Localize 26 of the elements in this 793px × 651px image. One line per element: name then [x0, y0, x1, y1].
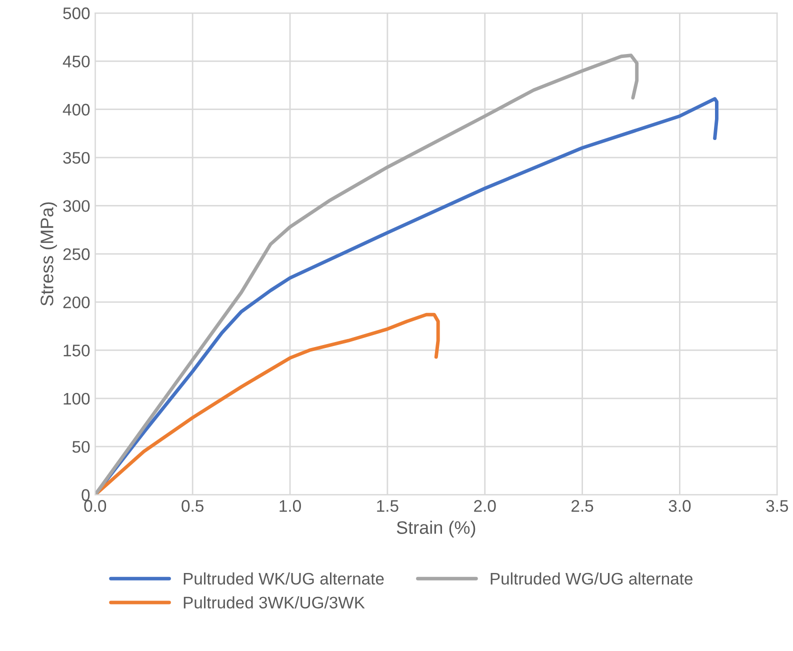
y-tick-label: 200 — [63, 296, 90, 308]
legend-label: Pultruded WK/UG alternate — [184, 572, 384, 585]
y-tick-label: 250 — [63, 248, 90, 260]
y-tick-label: 500 — [63, 7, 90, 20]
x-tick-label: 2.0 — [474, 500, 496, 512]
y-tick-label: 450 — [62, 56, 90, 68]
x-tick-label: 1.0 — [280, 500, 301, 512]
y-tick-label: 0 — [82, 489, 90, 501]
y-axis-title: Stress (MPa) — [40, 202, 57, 306]
y-tick-label: 350 — [63, 152, 90, 164]
legend-label: Pultruded WG/UG alternate — [490, 572, 693, 585]
y-tick-label: 150 — [64, 344, 90, 356]
x-tick-label: 1.5 — [377, 500, 398, 512]
y-tick-label: 400 — [62, 104, 90, 116]
x-tick-label: 3.5 — [766, 500, 788, 512]
y-tick-label: 50 — [72, 440, 90, 453]
line-series — [95, 312, 440, 495]
y-tick-label: 300 — [63, 200, 90, 212]
x-tick-label: 0.5 — [182, 500, 204, 512]
x-axis-title: Strain (%) — [396, 520, 476, 538]
x-tick-label: 0.0 — [84, 500, 106, 512]
x-tick-label: 3.0 — [668, 500, 691, 512]
y-tick-label: 100 — [64, 392, 90, 405]
legend-label: Pultruded 3WK/UG/3WK — [184, 596, 365, 608]
x-tick-label: 2.5 — [572, 500, 594, 512]
line-series — [95, 54, 639, 495]
